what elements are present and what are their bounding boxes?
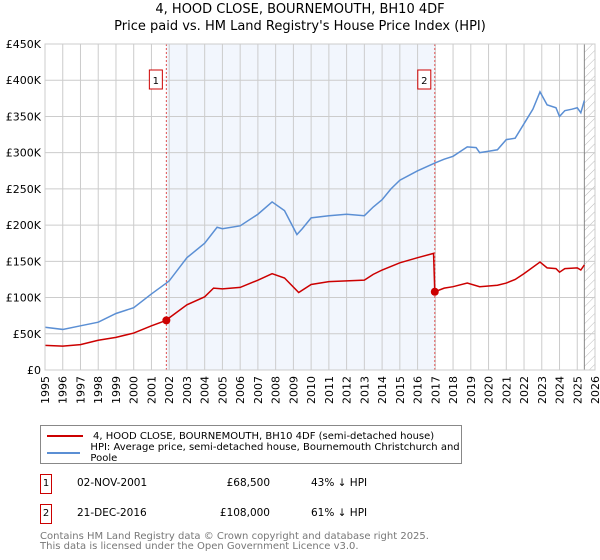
x-tick-label: 2001: [145, 376, 158, 404]
y-tick-label: £0: [27, 364, 41, 377]
transaction-row: 1 02-NOV-2001 £68,500 43% ↓ HPI: [40, 474, 540, 497]
marker-label-box: [148, 69, 163, 90]
transaction-date: 21-DEC-2016: [77, 507, 147, 519]
legend-swatch: [47, 452, 81, 454]
sale-point: [162, 316, 171, 325]
x-tick-label: 2010: [305, 376, 318, 404]
x-tick-label: 2021: [500, 376, 513, 404]
price-chart: 1995 1996 1997 1998 1999 2000 2001 2002 2003 2004…: [6, 38, 600, 404]
chart-title: 4, HOOD CLOSE, BOURNEMOUTH, BH10 4DF: [155, 2, 445, 17]
x-tick-label: 1995: [39, 376, 52, 404]
x-tick-label: 2019: [465, 376, 478, 404]
x-tick-label: 2006: [234, 376, 247, 404]
x-tick-label: 2000: [128, 376, 141, 404]
transaction-row: 2 21-DEC-2016 £108,000 61% ↓ HPI: [40, 504, 540, 527]
x-tick-label: 2005: [216, 376, 229, 404]
marker-badge: 1: [40, 474, 52, 494]
forecast-hatch: [584, 44, 595, 370]
x-tick-label: 2013: [358, 376, 371, 404]
y-tick-label: £350K: [6, 110, 42, 123]
x-tick-label: 2003: [181, 376, 194, 404]
legend-item-hpi: HPI: Average price, semi-detached house,…: [47, 442, 461, 464]
x-tick-label: 2015: [394, 376, 407, 404]
x-tick-label: 2020: [483, 376, 496, 404]
legend-swatch: [47, 435, 83, 437]
x-tick-label: 1999: [110, 376, 123, 404]
x-tick-label: 2012: [341, 376, 354, 404]
legend-item-property: 4, HOOD CLOSE, BOURNEMOUTH, BH10 4DF (se…: [47, 428, 434, 444]
transaction-price: £108,000: [219, 507, 270, 519]
y-tick-label: £300K: [6, 147, 42, 160]
transaction-hpi: 43% ↓ HPI: [311, 477, 368, 489]
shaded-period: [166, 44, 435, 370]
x-tick-label: 2025: [571, 376, 584, 404]
x-tick-label: 1998: [92, 376, 105, 404]
legend-label: 4, HOOD CLOSE, BOURNEMOUTH, BH10 4DF (se…: [93, 430, 435, 442]
x-tick-label: 2004: [199, 376, 212, 404]
x-tick-label: 2014: [376, 376, 389, 404]
y-tick-label: £250K: [6, 183, 42, 196]
transaction-date: 02-NOV-2001: [77, 477, 148, 489]
x-tick-label: 2002: [163, 376, 176, 404]
chart-legend: 4, HOOD CLOSE, BOURNEMOUTH, BH10 4DF (se…: [40, 425, 462, 464]
plot-border: [44, 43, 596, 371]
x-tick-label: 2022: [518, 376, 531, 404]
transaction-price: £68,500: [226, 477, 270, 489]
footer-line: This data is licensed under the Open Gov…: [40, 541, 359, 552]
x-tick-label: 2017: [429, 376, 442, 404]
x-tick-label: 2011: [323, 376, 336, 404]
x-tick-label: 2026: [589, 376, 600, 404]
marker-badge: 2: [40, 504, 52, 524]
footer: Contains HM Land Registry data © Crown c…: [40, 532, 429, 552]
y-tick-label: £150K: [6, 255, 42, 268]
series-line: [44, 90, 586, 331]
marker-label: 2: [421, 76, 427, 87]
y-tick-label: £100K: [6, 292, 42, 305]
footer-line: Contains HM Land Registry data © Crown c…: [40, 531, 429, 542]
y-tick-label: £50K: [13, 328, 42, 341]
x-tick-label: 2007: [252, 376, 265, 404]
marker-label: 1: [153, 76, 159, 87]
y-tick-label: £200K: [6, 219, 42, 232]
x-tick-label: 2008: [270, 376, 283, 404]
transaction-hpi: 61% ↓ HPI: [311, 507, 368, 519]
x-tick-label: 2009: [287, 376, 300, 404]
legend-label: HPI: Average price, semi-detached house,…: [90, 442, 460, 464]
x-tick-label: 2024: [554, 376, 567, 404]
x-tick-label: 2016: [412, 376, 425, 404]
y-tick-label: £400K: [6, 74, 42, 87]
x-tick-label: 2018: [447, 376, 460, 404]
x-tick-label: 1996: [57, 376, 70, 404]
x-tick-label: 1997: [74, 376, 87, 404]
x-tick-label: 2023: [536, 376, 549, 404]
chart-subtitle: Price paid vs. HM Land Registry's House …: [114, 19, 486, 34]
sale-point: [430, 287, 439, 296]
y-tick-label: £450K: [6, 38, 42, 51]
marker-label-box: [417, 69, 432, 90]
